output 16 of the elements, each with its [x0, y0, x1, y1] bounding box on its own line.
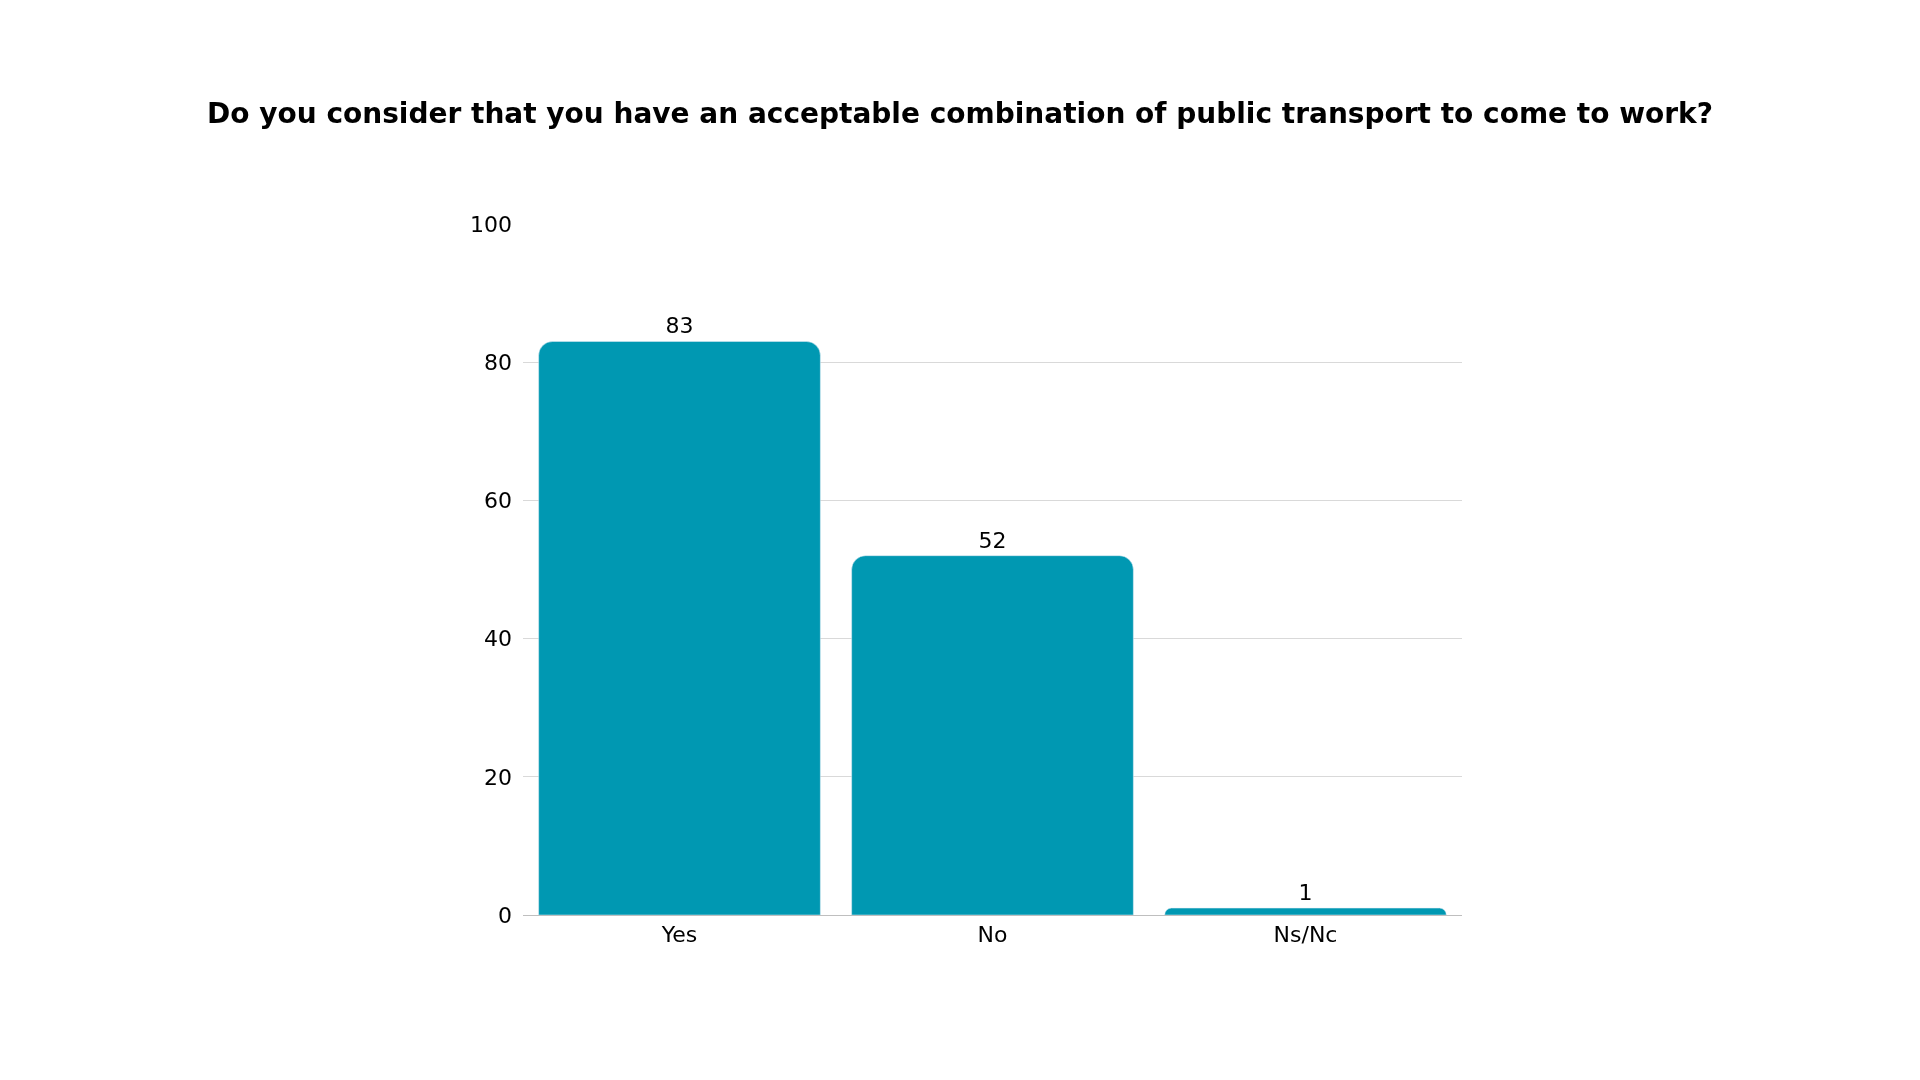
y-tick-label: 60 [484, 488, 512, 514]
bar [538, 341, 821, 915]
y-tick-label: 80 [484, 349, 512, 375]
y-tick-label: 20 [484, 764, 512, 790]
x-tick-label: No [977, 922, 1008, 948]
bar [851, 555, 1134, 915]
x-tick-label: Yes [660, 922, 698, 948]
y-tick-label: 100 [470, 211, 512, 237]
x-tick-label: Ns/Nc [1273, 922, 1338, 948]
bar [1164, 907, 1447, 915]
data-label: 52 [978, 527, 1007, 553]
data-label: 83 [665, 313, 694, 339]
data-label: 1 [1298, 880, 1313, 906]
y-tick-label: 0 [498, 902, 512, 928]
chart-title: Do you consider that you have an acceptable combination of public transport to come to work? [207, 97, 1713, 131]
y-tick-label: 40 [484, 626, 512, 652]
